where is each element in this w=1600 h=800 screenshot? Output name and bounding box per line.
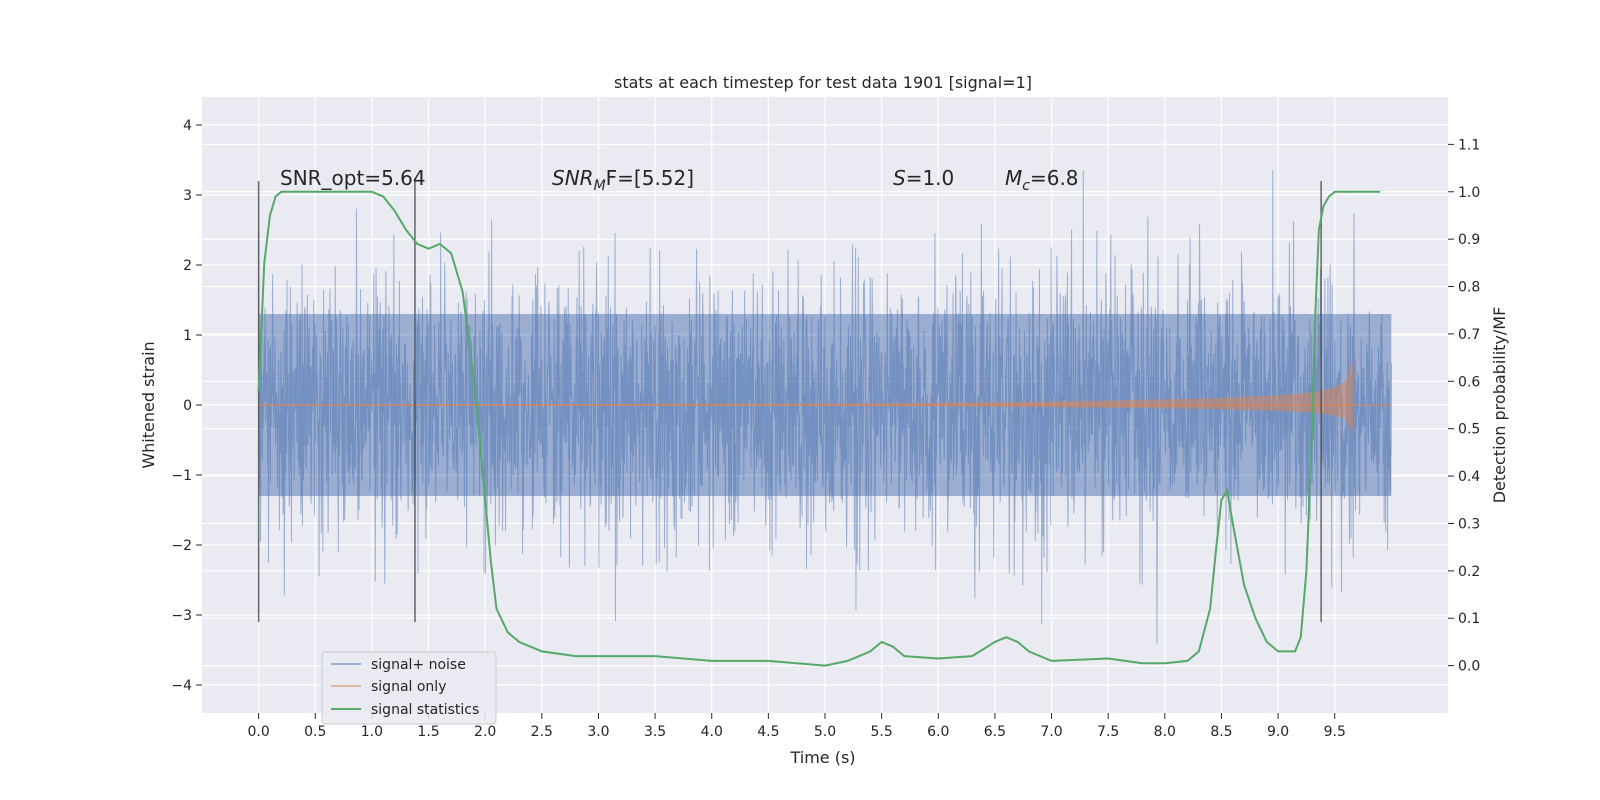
legend-label-signal-noise: signal+ noise [371, 657, 466, 673]
y-right-tick-labels: 1.1 1.0 0.9 0.8 0.7 0.6 0.5 0.4 0.3 0.2 0.1 0.0 [1448, 137, 1480, 675]
x-tick-label: 0.0 [248, 724, 270, 740]
x-tick-label: 3.5 [644, 724, 666, 740]
series-signal-only [258, 359, 1392, 433]
y-right-tick-label: 0.6 [1458, 374, 1480, 390]
y-right-tick-label: 0.8 [1458, 280, 1480, 296]
x-tick-label: 7.0 [1040, 724, 1062, 740]
x-tick-label: 6.5 [984, 724, 1006, 740]
y-right-tick-label: 0.0 [1458, 659, 1480, 675]
y-tick-label: −4 [171, 678, 192, 694]
y-right-tick-label: 0.5 [1458, 422, 1480, 438]
chart-title: stats at each timestep for test data 190… [614, 73, 1032, 92]
annotation-mc-sub: c [1022, 178, 1030, 194]
y-right-tick-label: 1.1 [1458, 137, 1480, 153]
x-tick-label: 6.0 [927, 724, 949, 740]
x-tick-label: 0.5 [304, 724, 326, 740]
y-tick-label: −3 [171, 608, 192, 624]
y-right-tick-label: 0.9 [1458, 232, 1480, 248]
legend-box [321, 651, 497, 725]
y-tick-label: 0 [183, 398, 192, 414]
vertical-markers [257, 181, 1322, 622]
annotation-snr-mf-sub: M [594, 178, 606, 194]
series-signal-statistics [257, 190, 1381, 667]
statistics-line [257, 190, 1381, 667]
annotation-s: S=1.0 [893, 166, 954, 190]
x-tick-labels: 0.0 0.5 1.0 1.5 2.0 2.5 3.0 3.5 4.0 4.5 5.0 5.5 6.0 6… [248, 713, 1346, 740]
annotation-s-rest: =1.0 [906, 166, 955, 190]
x-tick-label: 7.5 [1097, 724, 1119, 740]
annotation-s-main: S [893, 166, 906, 190]
y-right-tick-label: 0.1 [1458, 611, 1480, 627]
y-tick-labels: 4 3 2 1 0 −1 −2 −3 −4 [171, 118, 202, 694]
x-tick-label: 1.0 [361, 724, 383, 740]
x-tick-label: 8.0 [1154, 724, 1176, 740]
x-tick-label: 8.5 [1210, 724, 1232, 740]
y-right-tick-label: 0.7 [1458, 327, 1480, 343]
y-right-axis-title: Detection probability/MF [1490, 307, 1509, 504]
annotation-snr-opt: SNR_opt=5.64 [280, 166, 426, 190]
x-axis-title: Time (s) [789, 748, 855, 767]
x-tick-label: 5.5 [871, 724, 893, 740]
annotation-snr-mf-rest: F=[5.52] [606, 166, 694, 190]
legend-label-signal-only: signal only [371, 679, 446, 695]
legend-label-signal-statistics: signal statistics [371, 702, 479, 718]
x-tick-label: 2.5 [531, 724, 553, 740]
x-tick-label: 2.0 [474, 724, 496, 740]
y-tick-label: 4 [183, 118, 192, 134]
x-tick-label: 4.5 [757, 724, 779, 740]
noise-trace [258, 170, 1392, 644]
y-right-tick-label: 0.2 [1458, 564, 1480, 580]
y-right-tick-label: 1.0 [1458, 185, 1480, 201]
x-tick-label: 9.0 [1267, 724, 1289, 740]
x-tick-label: 1.5 [417, 724, 439, 740]
y-axis-title: Whitened strain [139, 341, 158, 468]
annotation-snr-mf-main: SNR [552, 166, 594, 190]
annotation-mc: Mc=6.8 [1005, 166, 1079, 194]
y-tick-label: −2 [171, 538, 192, 554]
y-tick-label: 1 [183, 328, 192, 344]
y-tick-label: −1 [171, 468, 192, 484]
y-right-tick-label: 0.4 [1458, 469, 1480, 485]
y-right-tick-label: 0.3 [1458, 516, 1480, 532]
x-tick-label: 9.5 [1324, 724, 1346, 740]
x-tick-label: 3.0 [587, 724, 609, 740]
annotation-mc-rest: =6.8 [1030, 166, 1079, 190]
annotation-snr-mf: SNRMF=[5.52] [552, 166, 694, 194]
x-tick-label: 5.0 [814, 724, 836, 740]
x-tick-label: 4.0 [701, 724, 723, 740]
annotation-mc-main: M [1005, 166, 1022, 190]
y-tick-label: 3 [183, 188, 192, 204]
y-tick-label: 2 [183, 258, 192, 274]
legend: signal+ noise signal only signal statist… [321, 651, 497, 725]
